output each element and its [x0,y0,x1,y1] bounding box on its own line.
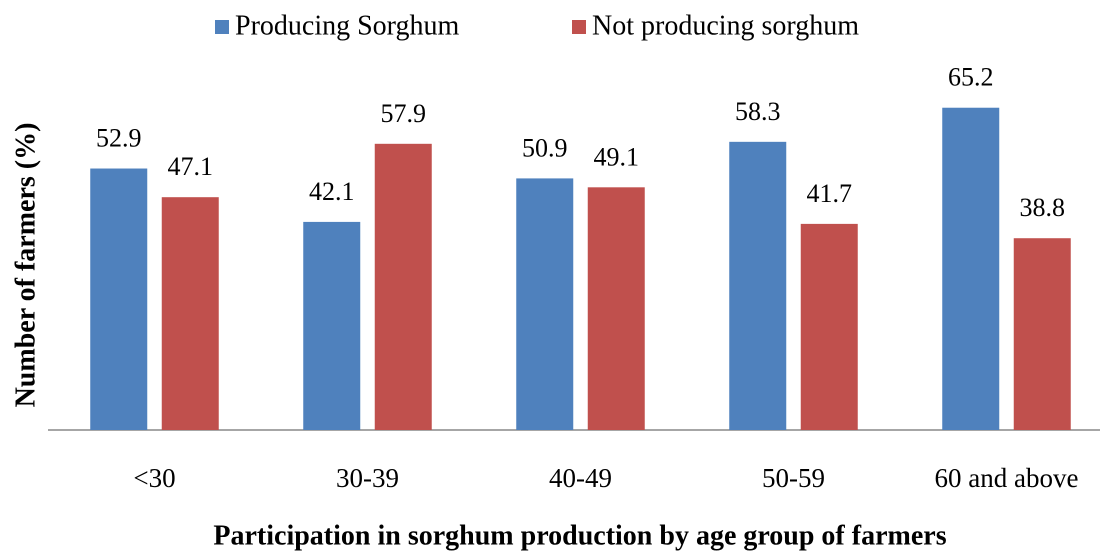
value-label: 58.3 [735,97,781,126]
value-label: 38.8 [1020,193,1066,222]
value-label: 49.1 [594,142,640,171]
x-axis-title: Participation in sorghum production by a… [213,520,946,551]
x-tick-label: 50-59 [762,463,825,493]
legend-swatch [572,20,586,34]
x-tick-label: 60 and above [935,463,1079,493]
value-label: 42.1 [309,177,355,206]
legend-label: Not producing sorghum [592,10,859,41]
value-label: 57.9 [381,99,427,128]
bar [587,187,645,430]
bar [1013,238,1071,430]
legend-label: Producing Sorghum [235,10,459,41]
value-label: 52.9 [96,123,142,152]
bar [161,197,219,430]
bar [90,168,148,430]
value-label: 65.2 [948,63,994,92]
bar [374,143,432,430]
x-tick-label: 40-49 [549,463,612,493]
bar [516,178,574,430]
x-tick-label: 30-39 [336,463,399,493]
bar [729,141,787,430]
x-tick-label: <30 [133,463,175,493]
bar [303,221,361,430]
bar [942,107,1000,431]
value-label: 47.1 [168,152,214,181]
value-label: 50.9 [522,133,568,162]
value-label: 41.7 [807,179,853,208]
y-axis-title: Number of farmers (%) [10,123,41,408]
bar [800,223,858,430]
legend-swatch [215,20,229,34]
